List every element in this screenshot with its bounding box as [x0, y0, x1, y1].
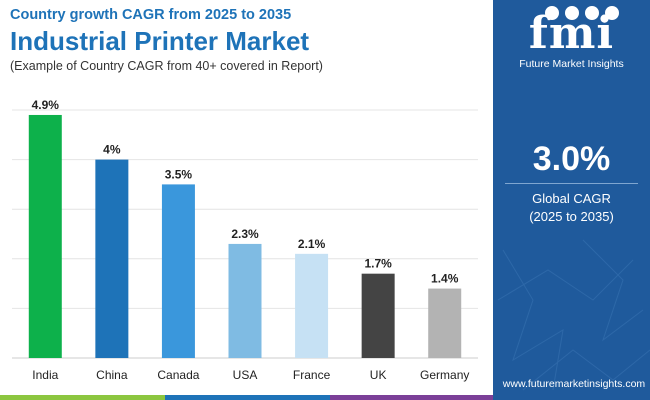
- logo-caption: Future Market Insights: [519, 58, 624, 70]
- strip-segment: [493, 395, 650, 400]
- x-tick-label-france: France: [293, 368, 331, 382]
- global-cagr-range: (2025 to 2035): [529, 209, 614, 224]
- bar-uk: [361, 273, 395, 358]
- bottom-color-strip: [0, 395, 650, 400]
- summary-panel: fmi Future Market Insights 3.0% Global C…: [493, 0, 650, 400]
- global-cagr-value: 3.0%: [532, 140, 611, 178]
- data-label-germany: 1.4%: [431, 272, 459, 286]
- x-tick-label-india: India: [32, 368, 58, 382]
- x-tick-label-canada: Canada: [157, 368, 199, 382]
- data-label-canada: 3.5%: [165, 167, 193, 181]
- data-label-france: 2.1%: [298, 237, 326, 251]
- global-cagr-label: Global CAGR: [532, 191, 611, 206]
- logo-wordmark: fmi: [528, 8, 615, 59]
- data-label-china: 4%: [103, 143, 121, 157]
- chart-note: (Example of Country CAGR from 40+ covere…: [10, 59, 323, 73]
- bar-france: [295, 253, 329, 358]
- bar-usa: [228, 243, 262, 358]
- x-tick-label-usa: USA: [233, 368, 258, 382]
- x-tick-label-uk: UK: [370, 368, 387, 382]
- bar-india: [28, 114, 62, 359]
- header: Country growth CAGR from 2025 to 2035 In…: [10, 6, 323, 74]
- x-tick-label-germany: Germany: [420, 368, 469, 382]
- logo-dots-icon: [545, 6, 625, 26]
- website-link[interactable]: www.futuremarketinsights.com: [502, 378, 646, 390]
- bar-canada: [161, 184, 195, 358]
- strip-segment: [165, 395, 330, 400]
- panel-pattern: [497, 239, 650, 391]
- strip-segment: [330, 395, 493, 400]
- x-tick-label-china: China: [96, 368, 128, 382]
- data-label-uk: 1.7%: [364, 257, 392, 271]
- bar-china: [95, 159, 129, 358]
- bar-chart: 4.9% India 4% China 3.5% Canada 2.3% USA 2.1% Fra…: [12, 100, 478, 382]
- data-label-india: 4.9%: [32, 100, 60, 112]
- chart-subtitle: Country growth CAGR from 2025 to 2035: [10, 7, 292, 23]
- chart-title: Industrial Printer Market: [10, 26, 310, 56]
- bar-germany: [428, 288, 462, 358]
- summary-divider: [505, 183, 638, 184]
- data-label-usa: 2.3%: [231, 227, 259, 241]
- strip-segment: [0, 395, 165, 400]
- brand-logo: fmi Future Market Insights: [493, 0, 650, 80]
